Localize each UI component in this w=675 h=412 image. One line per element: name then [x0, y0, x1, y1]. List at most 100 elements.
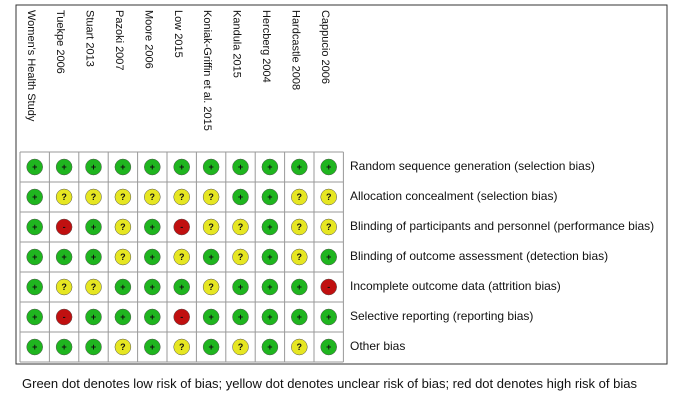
judgment-symbol: +: [32, 312, 37, 322]
judgment-symbol: +: [32, 252, 37, 262]
judgment-symbol: +: [32, 222, 37, 232]
judgment-dot: [320, 308, 337, 326]
study-label: Tuekpe 2006: [54, 10, 66, 74]
judgment-symbol: +: [150, 222, 155, 232]
judgment-symbol: ?: [150, 192, 156, 202]
judgment-symbol: ?: [91, 282, 97, 292]
judgment-symbol: +: [326, 342, 331, 352]
judgment-dot: [114, 218, 132, 236]
judgment-dot: [144, 278, 161, 296]
judgment-symbol: +: [267, 252, 272, 262]
judgment-symbol: ?: [120, 222, 126, 232]
judgment-symbol: ?: [238, 342, 244, 352]
judgment-dot: [202, 188, 220, 206]
judgment-dot: [202, 248, 220, 266]
judgment-dot: [320, 158, 337, 176]
judgment-dot: [26, 248, 43, 266]
study-label: Koniak-Griffin et al. 2015: [201, 10, 213, 131]
judgment-symbol: +: [267, 162, 272, 172]
judgment-dot: [55, 278, 73, 296]
domain-label: Blinding of participants and personnel (…: [350, 219, 654, 233]
judgment-dot: [85, 278, 102, 296]
judgment-symbol: +: [267, 192, 272, 202]
domain-label: Incomplete outcome data (attrition bias): [350, 279, 561, 293]
judgment-dot: [85, 338, 102, 356]
judgment-dot: [114, 248, 132, 266]
study-label: Hercberg 2004: [260, 10, 272, 83]
judgment-dot: [114, 278, 132, 296]
judgment-dot: [114, 338, 132, 356]
judgment-symbol: +: [32, 282, 37, 292]
judgment-symbol: +: [208, 342, 213, 352]
judgment-symbol: -: [63, 312, 66, 322]
judgment-symbol: +: [326, 312, 331, 322]
judgment-symbol: +: [120, 162, 125, 172]
judgment-symbol: +: [32, 162, 37, 172]
judgment-dot: [26, 278, 43, 296]
judgment-symbol: +: [238, 312, 243, 322]
judgment-dot: [232, 308, 249, 326]
judgment-symbol: +: [208, 162, 213, 172]
judgment-symbol: +: [297, 162, 302, 172]
judgment-symbol: +: [267, 312, 272, 322]
judgment-symbol: -: [63, 222, 66, 232]
judgment-symbol: +: [150, 312, 155, 322]
judgment-symbol: +: [61, 252, 66, 262]
judgment-dot: [261, 218, 279, 236]
judgment-dot: [202, 218, 220, 236]
judgment-symbol: +: [267, 222, 272, 232]
judgment-symbol: +: [179, 282, 184, 292]
judgment-dot: [261, 308, 279, 326]
judgment-dot: [291, 158, 308, 176]
judgment-dot: [144, 158, 161, 176]
judgment-dot: [320, 218, 337, 236]
judgment-symbol: ?: [238, 252, 244, 262]
judgment-dot: [291, 308, 308, 326]
judgment-dot: [26, 338, 43, 356]
domain-label: Random sequence generation (selection bi…: [350, 159, 595, 173]
judgment-dot: [144, 218, 161, 236]
judgment-dot: [144, 188, 161, 206]
judgment-dot: [320, 248, 337, 266]
judgment-dot: [173, 158, 190, 176]
judgment-dot: [173, 188, 190, 206]
judgment-dot: [291, 248, 308, 266]
judgment-symbol: +: [238, 192, 243, 202]
judgment-dot: [173, 338, 190, 356]
judgment-dot: [232, 188, 249, 206]
judgment-symbol: +: [326, 252, 331, 262]
study-label: Stuart 2013: [84, 10, 96, 67]
judgment-symbol: ?: [91, 192, 97, 202]
judgment-dot: [26, 308, 43, 326]
judgment-dot: [291, 338, 308, 356]
judgment-symbol: +: [179, 162, 184, 172]
judgment-symbol: ?: [297, 252, 303, 262]
judgment-symbol: -: [180, 222, 183, 232]
judgment-symbol: -: [327, 282, 330, 292]
judgment-symbol: +: [32, 192, 37, 202]
judgment-dot: [26, 158, 43, 176]
judgment-dot: [26, 218, 43, 236]
judgment-symbol: ?: [179, 192, 185, 202]
judgment-dot: [202, 308, 220, 326]
judgment-dot: [173, 248, 190, 266]
judgment-symbol: ?: [208, 282, 214, 292]
judgment-dot: [85, 248, 102, 266]
caption: Green dot denotes low risk of bias; yell…: [22, 376, 637, 391]
judgment-symbol: +: [208, 252, 213, 262]
frame: [15, 4, 668, 365]
judgment-dot: [232, 158, 249, 176]
judgment-symbol: ?: [120, 192, 126, 202]
judgment-dot: [320, 188, 337, 206]
judgment-symbol: ?: [326, 192, 332, 202]
judgment-symbol: +: [150, 252, 155, 262]
judgment-dot: [114, 158, 132, 176]
judgment-symbol: +: [91, 162, 96, 172]
judgment-symbol: ?: [179, 252, 185, 262]
study-label: Pazoki 2007: [113, 10, 125, 71]
judgment-symbol: +: [32, 342, 37, 352]
judgment-symbol: +: [120, 282, 125, 292]
judgment-dot: [202, 158, 220, 176]
domain-label: Allocation concealment (selection bias): [350, 189, 557, 203]
judgment-symbol: ?: [61, 192, 67, 202]
